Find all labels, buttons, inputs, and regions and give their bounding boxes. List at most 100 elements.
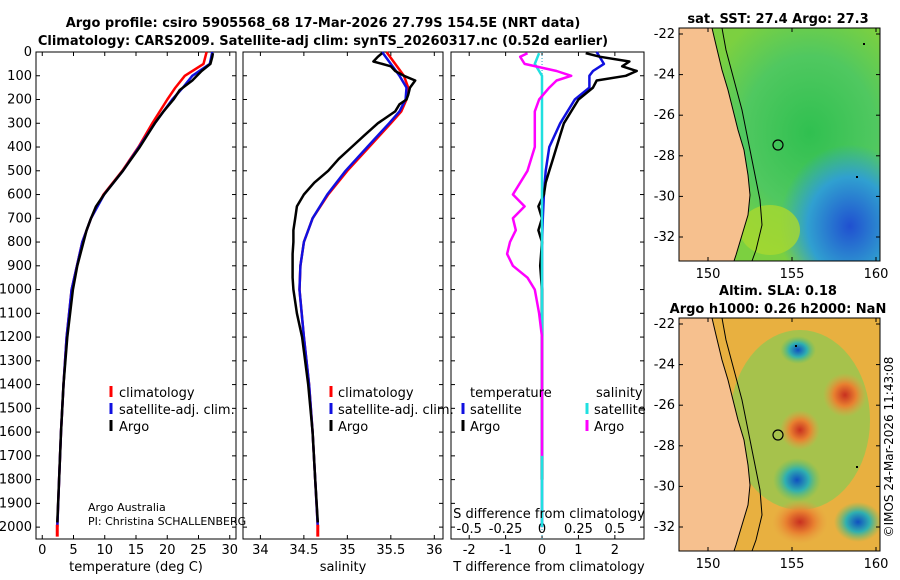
y-tick-label: 500 [7,164,32,179]
x-tick-label: 0 [538,543,546,558]
legend-climatology-label: climatology [338,386,414,401]
sla-map-frame [678,317,881,552]
series-line-satellite-adj-clim- [56,51,214,528]
y-tick-label: 200 [7,93,32,108]
series-line-temperature-satellite [540,51,606,528]
sla-map-title-line1: Altim. SLA: 0.18 [719,284,837,299]
legend-temp-satellite-label: satellite [470,403,522,418]
s-tick-label: 0 [538,522,546,537]
sst-map-ticks: -22 -24 -26 -28 -30 -32 150 155 160 [654,27,889,282]
sst-warm-patch [740,205,800,255]
lat-tick-label: -28 [654,149,675,164]
sla-low-eddy [773,458,821,502]
x-tick-label: 35.5 [376,543,405,558]
legend-argo-label: Argo [338,420,368,435]
sla-map [679,318,880,551]
lon-tick-label: 150 [696,267,721,282]
x-tick-label: 34 [252,543,269,558]
x-tick-label: 10 [96,543,113,558]
difference-legend: temperature salinity satellite Argo sate… [461,386,646,435]
shelf-contour [721,318,763,551]
figure-title-line1: Argo profile: csiro 5905568_68 17-Mar-20… [66,16,581,31]
x-tick-label: 2 [611,543,619,558]
x-tick-label: -1 [499,543,512,558]
legend-temp-argo-label: Argo [470,420,500,435]
coastline [711,28,751,261]
sla-map-title-line2: Argo h1000: 0.26 h2000: NaN [670,302,887,317]
difference-panel: -2 -1 0 1 2 -0.5 -0.25 0 0.25 0.5 [451,51,644,558]
y-tick-label: 1900 [0,496,32,511]
lon-tick-label: 155 [780,267,805,282]
coastline [711,318,751,551]
y-tick-label: 1000 [0,283,32,298]
lat-tick-label: -30 [654,189,675,204]
sla-high-eddy [823,373,867,417]
y-tick-label: 300 [7,116,32,131]
x-tick-label: 5 [69,543,77,558]
y-tick-label: 100 [7,69,32,84]
land-mass [679,318,750,551]
sst-map [679,28,880,261]
x-tick-label: 30 [221,543,238,558]
legend-sal-argo-label: Argo [594,420,624,435]
map-island [856,176,858,178]
legend-sal-satellite-label: satellite [594,403,646,418]
y-tick-label: 1100 [0,306,32,321]
temperature-xlabel: temperature (deg C) [69,560,203,575]
sst-map-frame [678,27,881,262]
lon-tick-label: 160 [864,557,889,572]
temperature-panel-frame [35,51,237,540]
x-tick-label: 20 [159,543,176,558]
y-tick-label: 800 [7,235,32,250]
x-tick-label: 1 [574,543,582,558]
legend-temperature-header: temperature [470,386,552,401]
y-tick-label: 600 [7,188,32,203]
x-tick-label: 36 [426,543,443,558]
s-tick-label: -0.25 [489,522,523,537]
y-tick-label: 2000 [0,520,32,535]
float-location-marker [772,429,784,441]
lat-tick-label: -22 [654,27,675,42]
x-tick-label: 25 [190,543,207,558]
shelf-contour [721,28,763,261]
y-tick-label: 0 [24,45,32,60]
x-tick-label: 0 [38,543,46,558]
lon-tick-label: 150 [696,557,721,572]
series-line-argo [56,52,215,523]
sla-low-eddy [834,502,880,542]
lat-tick-label: -24 [654,68,675,83]
y-tick-label: 1700 [0,449,32,464]
salinity-panel: 34 34.5 35 35.5 36 [243,51,443,558]
legend-argo-label: Argo [119,420,149,435]
sla-high-eddy [780,410,820,450]
figure-title-line2: Climatology: CARS2009. Satellite-adj cli… [38,34,608,49]
difference-xlabel: T difference from climatology [452,560,645,575]
lat-tick-label: -32 [654,520,675,535]
lat-tick-label: -22 [654,317,675,332]
y-tick-label: 1400 [0,378,32,393]
series-line-climatology [56,51,208,528]
legend-satadj-label: satellite-adj. clim. [119,403,235,418]
lat-tick-label: -26 [654,108,675,123]
temperature-legend: climatology satellite-adj. clim. Argo [109,386,235,435]
y-tick-label: 1500 [0,401,32,416]
temperature-panel: 0100200300400500600700800900100011001200… [0,45,238,558]
float-location-marker [772,139,784,151]
y-tick-label: 1200 [0,330,32,345]
x-tick-label: 34.5 [289,543,318,558]
sst-map-title: sat. SST: 27.4 Argo: 27.3 [687,12,868,27]
sla-low-eddy [780,336,816,364]
lon-tick-label: 155 [780,557,805,572]
map-island [856,466,858,468]
lat-tick-label: -30 [654,479,675,494]
sla-high-eddy [772,500,828,544]
s-tick-label: 0.5 [605,522,626,537]
y-tick-label: 900 [7,259,32,274]
lat-tick-label: -28 [654,439,675,454]
difference-top-label: S difference from climatology [453,507,645,522]
y-tick-label: 1800 [0,473,32,488]
s-tick-label: 0.25 [564,522,593,537]
salinity-legend: climatology satellite-adj. clim. Argo [329,386,454,435]
sla-map-ticks: -22 -24 -26 -28 -30 -32 150 155 160 [654,317,889,572]
